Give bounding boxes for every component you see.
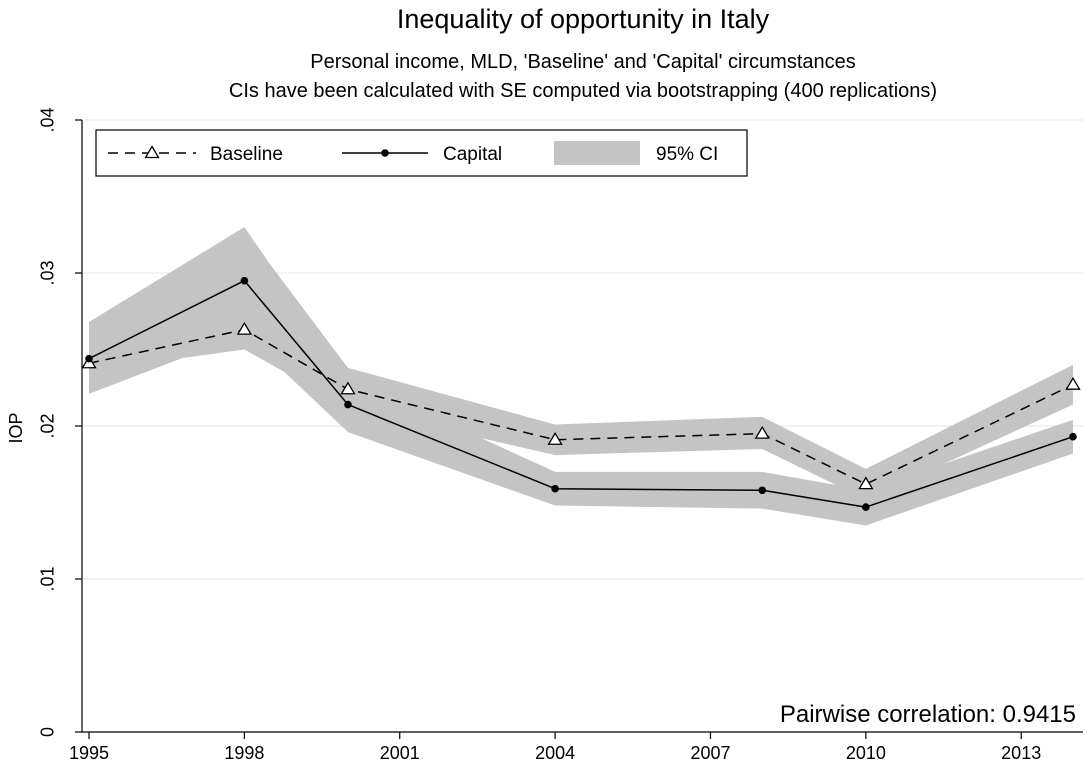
legend-ci-swatch (554, 141, 640, 165)
marker-capital (862, 503, 870, 511)
marker-capital (240, 276, 249, 285)
y-tick-label: .02 (37, 413, 57, 438)
x-tick-label: 1995 (69, 743, 109, 763)
marker-capital (1069, 432, 1077, 441)
marker-baseline (236, 321, 253, 335)
legend: Baseline Capital 95% CI (95, 129, 748, 177)
series-markers (81, 276, 1081, 511)
chart-subtitle-2: CIs have been calculated with SE compute… (229, 80, 937, 102)
y-axis-title: IOP (6, 412, 26, 443)
marker-baseline (1065, 376, 1081, 390)
y-tick-label: .03 (37, 260, 57, 285)
x-axis-ticks: 1995 1998 2001 2004 2007 2010 2013 (69, 732, 1041, 763)
x-tick-label: 1998 (224, 743, 264, 763)
x-tick-label: 2013 (1001, 743, 1041, 763)
marker-baseline (547, 431, 563, 445)
marker-capital (344, 400, 352, 409)
marker-capital (85, 354, 93, 363)
x-tick-label: 2007 (690, 743, 730, 763)
x-tick-label: 2001 (380, 743, 420, 763)
marker-baseline (754, 425, 770, 439)
y-tick-label: 0 (37, 727, 57, 737)
marker-capital (551, 484, 559, 493)
marker-baseline (340, 381, 356, 395)
x-tick-label: 2004 (535, 743, 575, 763)
chart-subtitle-1: Personal income, MLD, 'Baseline' and 'Ca… (310, 51, 856, 73)
correlation-annotation: Pairwise correlation: 0.9415 (780, 701, 1076, 728)
legend-baseline-marker (144, 145, 160, 159)
legend-ci-label: 95% CI (656, 144, 718, 165)
y-tick-label: .04 (37, 107, 57, 132)
legend-baseline-label: Baseline (210, 144, 283, 165)
marker-capital (758, 486, 767, 495)
ci-bands (89, 227, 1073, 526)
marker-baseline (858, 476, 874, 490)
x-tick-label: 2010 (846, 743, 886, 763)
y-axis-ticks: 0 .01 .02 .03 .04 (37, 107, 82, 737)
y-tick-label: .01 (37, 566, 57, 591)
legend-capital-marker (381, 149, 389, 157)
legend-capital-label: Capital (443, 144, 502, 165)
chart-title: Inequality of opportunity in Italy (397, 4, 770, 34)
